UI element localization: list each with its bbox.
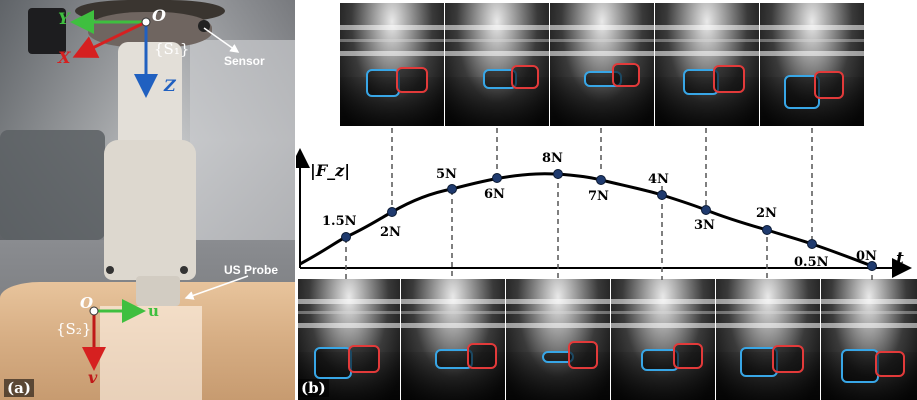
point-2n — [387, 207, 397, 217]
us-image-bottom-3 — [506, 279, 610, 400]
force-label-10: 0.5N — [794, 255, 829, 270]
point-4n — [657, 190, 667, 200]
artery-outline — [612, 63, 640, 87]
us-image-top-3 — [550, 3, 654, 126]
artery-outline — [568, 341, 598, 369]
force-curve — [299, 172, 873, 268]
panel-a-photo: Y X O {S₁} Z Sensor US Probe O {S₂} u v … — [0, 0, 295, 400]
sensor-callout-line — [203, 27, 240, 53]
camera-device — [28, 8, 66, 54]
us-image-top-4 — [655, 3, 759, 126]
frame1-name: {S₁} — [154, 40, 190, 58]
us-image-top-1 — [340, 3, 444, 126]
point-5n — [447, 184, 457, 194]
point-6n — [492, 173, 502, 183]
time-axis-label: t — [896, 249, 904, 269]
force-label-2: 2N — [380, 225, 401, 240]
z-axis-label: Z — [164, 76, 176, 95]
panel-a-tag: (a) — [4, 379, 34, 397]
us-image-bottom-4 — [611, 279, 715, 400]
sensor-label: Sensor — [224, 54, 265, 68]
artery-outline — [467, 343, 497, 369]
frame1-origin-label: O — [152, 6, 166, 25]
force-label-5: 8N — [542, 151, 563, 166]
panel-b: 1.5N 2N 5N 6N 8N 7N 4N 3N 2N 0.5N 0N |F_… — [296, 0, 917, 400]
probe-callout-line — [184, 275, 249, 300]
artery-outline — [713, 65, 745, 93]
gel-pad — [100, 306, 202, 400]
vein-outline — [740, 347, 778, 377]
us-image-bottom-6 — [821, 279, 917, 400]
force-label-9: 2N — [756, 206, 777, 221]
artery-outline — [772, 345, 804, 373]
dashed-links-top — [391, 128, 813, 244]
point-8n — [553, 169, 563, 179]
us-image-bottom-2 — [401, 279, 505, 400]
v-axis-label: v — [88, 368, 98, 387]
point-1-5n — [341, 232, 351, 242]
frame2-name: {S₂} — [56, 320, 92, 338]
us-image-top-5 — [760, 3, 864, 126]
screw-left — [106, 266, 114, 274]
point-0n — [867, 261, 877, 271]
force-label-8: 3N — [694, 218, 715, 233]
artery-outline — [673, 343, 703, 369]
u-axis-label: u — [148, 302, 159, 320]
force-curve-plot: 1.5N 2N 5N 6N 8N 7N 4N 3N 2N 0.5N 0N |F_… — [296, 128, 912, 280]
artery-outline — [396, 67, 428, 93]
screw-right — [180, 266, 188, 274]
sensor-knob — [198, 20, 210, 32]
y-axis-label: Y — [58, 9, 70, 28]
background-wall — [190, 40, 295, 240]
point-7n — [596, 175, 606, 185]
force-label-6: 7N — [588, 189, 609, 204]
us-image-top-2 — [445, 3, 549, 126]
artery-outline — [348, 345, 380, 373]
force-axis-label: |F_z| — [310, 161, 350, 180]
force-label-11: 0N — [856, 249, 877, 264]
vein-outline — [314, 347, 352, 379]
artery-outline — [511, 65, 539, 89]
vein-outline — [841, 349, 879, 383]
x-axis-arrow — [72, 20, 147, 58]
probe-label: US Probe — [224, 263, 279, 277]
force-label-3: 5N — [436, 167, 457, 182]
force-points — [341, 169, 877, 271]
background-chair — [0, 130, 105, 240]
artery-outline — [875, 351, 905, 377]
artery-outline — [814, 71, 844, 99]
x-axis-label: X — [58, 48, 71, 67]
point-2n-b — [762, 225, 772, 235]
probe-holder-lower — [104, 140, 196, 280]
force-label-7: 4N — [648, 172, 669, 187]
frame2-origin-label: O — [80, 294, 94, 312]
force-label-1: 1.5N — [322, 214, 357, 229]
panel-b-tag: (b) — [298, 379, 329, 397]
coordinate-axes — [70, 10, 249, 371]
point-3n — [701, 205, 711, 215]
point-0-5n — [807, 239, 817, 249]
force-label-4: 6N — [484, 187, 505, 202]
us-image-bottom-5 — [716, 279, 820, 400]
